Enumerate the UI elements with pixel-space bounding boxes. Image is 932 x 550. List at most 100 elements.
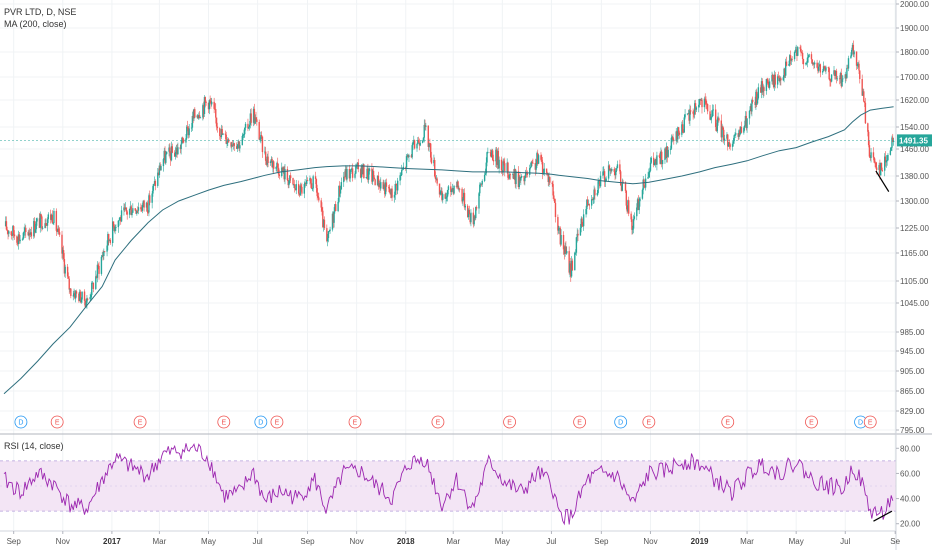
candle-body xyxy=(203,97,206,115)
candle-body xyxy=(763,87,765,91)
candle-body xyxy=(479,184,481,194)
candle-body xyxy=(739,126,742,134)
candle-body xyxy=(596,192,599,196)
candle-body xyxy=(413,140,415,142)
candle-body xyxy=(149,195,151,203)
symbol-legend[interactable]: PVR LTD, D, NSE xyxy=(4,7,77,17)
candle-body xyxy=(667,149,669,157)
candle-body xyxy=(502,161,504,173)
candle-body xyxy=(772,79,775,88)
candle-body xyxy=(171,146,173,153)
earnings-marker[interactable]: E xyxy=(642,415,656,429)
candle-body xyxy=(140,209,143,211)
candle-body xyxy=(277,167,280,175)
price-axis[interactable]: 2000.00 1900.00 1800.00 1700.00 1620.00 1540.… xyxy=(896,0,929,435)
candle-body xyxy=(563,249,566,255)
candle-body xyxy=(348,168,351,179)
candle-body xyxy=(514,168,516,185)
candle-body xyxy=(723,138,726,141)
candle-body xyxy=(411,145,413,158)
dividend-marker[interactable]: D xyxy=(254,415,268,429)
candle-body xyxy=(698,98,701,105)
candle-body xyxy=(727,134,729,147)
candle-body xyxy=(462,198,464,202)
candle-body xyxy=(278,174,281,177)
earnings-marker[interactable]: E xyxy=(863,415,877,429)
candle-body xyxy=(710,116,713,118)
candle-body xyxy=(851,49,853,56)
candle-body xyxy=(507,162,509,178)
earnings-marker[interactable]: E xyxy=(431,415,445,429)
candle-body xyxy=(473,216,475,225)
candle-body xyxy=(408,155,410,157)
candle-body xyxy=(497,150,500,169)
rsi-legend[interactable]: RSI (14, close) xyxy=(4,441,64,451)
candle-body xyxy=(447,186,450,190)
price-tick-label: 1540.00 xyxy=(900,123,929,132)
candle-body xyxy=(553,198,556,203)
candle-body xyxy=(320,200,322,208)
candle-body xyxy=(196,115,198,118)
candle-body xyxy=(537,155,540,164)
candle-body xyxy=(599,181,601,187)
candle-body xyxy=(305,183,307,184)
candle-body xyxy=(649,162,652,171)
candle-body xyxy=(344,169,347,177)
dividend-marker[interactable]: D xyxy=(614,415,628,429)
candle-body xyxy=(108,239,111,241)
time-axis[interactable]: Sep Nov 2017 Mar May Jul Sep Nov 2018 Mar May Jul Se… xyxy=(7,531,901,546)
candle-body xyxy=(314,176,317,180)
candle-body xyxy=(157,172,160,175)
event-circle xyxy=(863,415,877,429)
candle-body xyxy=(615,168,618,171)
earnings-marker[interactable]: E xyxy=(348,415,362,429)
candle-body xyxy=(67,276,70,279)
rsi-tick-label: 80.00 xyxy=(900,444,921,453)
candle-body xyxy=(179,147,182,150)
candle-body xyxy=(565,246,567,254)
candle-body xyxy=(828,68,830,80)
earnings-marker[interactable]: E xyxy=(133,415,147,429)
candle-body xyxy=(130,206,132,216)
candle-body xyxy=(548,177,550,183)
candle-body xyxy=(181,137,183,144)
candle-body xyxy=(512,173,514,175)
rsi-axis[interactable]: 80.00 60.00 40.00 20.00 xyxy=(896,444,921,529)
event-circle xyxy=(642,415,656,429)
candle-body xyxy=(829,79,831,81)
candle-body xyxy=(576,233,578,238)
candle-body xyxy=(213,101,215,109)
candle-body xyxy=(684,114,686,118)
candle-body xyxy=(549,177,551,183)
ma-legend[interactable]: MA (200, close) xyxy=(4,19,67,29)
earnings-marker[interactable]: E xyxy=(805,415,818,429)
candle-body xyxy=(128,208,131,215)
earnings-marker[interactable]: E xyxy=(217,415,231,429)
earnings-marker[interactable]: E xyxy=(50,415,64,429)
candle-body xyxy=(306,180,309,182)
candle-body xyxy=(19,239,21,242)
candle-body xyxy=(396,180,399,191)
earnings-marker[interactable]: E xyxy=(721,415,735,429)
candle-body xyxy=(159,165,161,171)
candle-body xyxy=(711,110,714,117)
candle-body xyxy=(74,291,77,299)
earnings-marker[interactable]: E xyxy=(573,415,587,429)
time-tick-label: 2017 xyxy=(103,537,121,546)
earnings-marker[interactable]: E xyxy=(270,415,284,429)
candle-body xyxy=(12,226,14,236)
candle-body xyxy=(885,160,888,163)
candle-body xyxy=(641,189,644,199)
candle-body xyxy=(799,47,801,49)
earnings-marker[interactable]: E xyxy=(503,415,516,429)
candle-body xyxy=(385,182,388,187)
candle-body xyxy=(63,259,66,274)
dividend-marker[interactable]: D xyxy=(14,415,28,429)
candle-body xyxy=(728,142,731,145)
price-tick-label: 1800.00 xyxy=(900,48,929,57)
candle-body xyxy=(515,171,517,185)
candle-body xyxy=(518,176,520,188)
candle-body xyxy=(168,147,170,152)
candle-body xyxy=(869,156,871,159)
candle-body xyxy=(53,210,55,224)
